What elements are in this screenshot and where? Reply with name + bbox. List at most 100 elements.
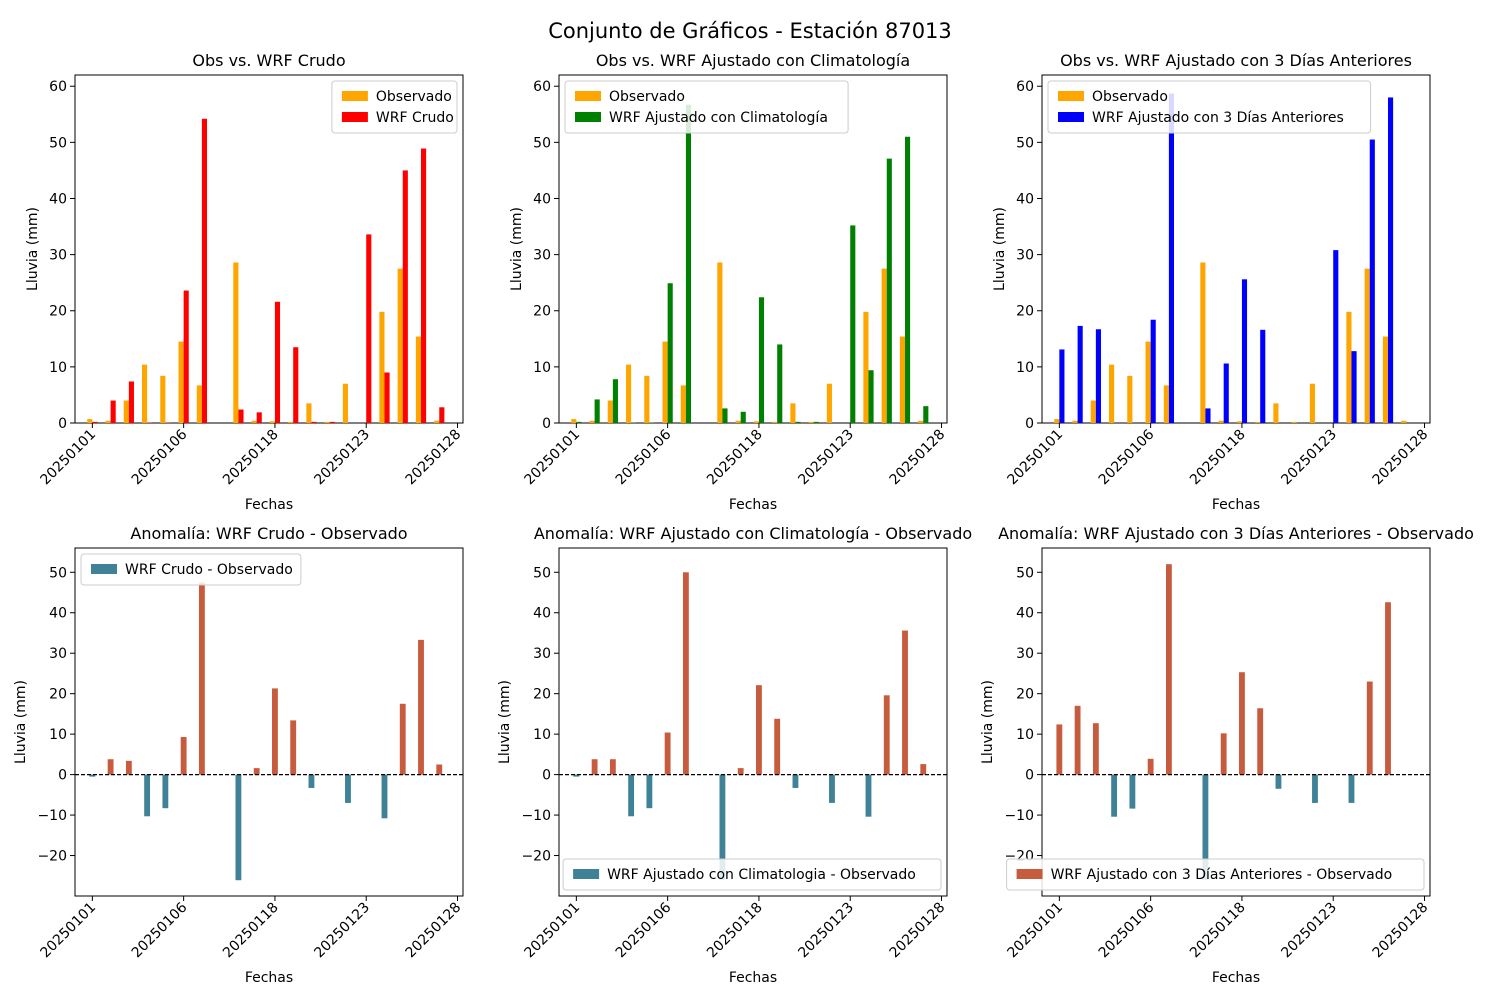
y-tick-label: 10 bbox=[533, 727, 551, 743]
x-axis-label: Fechas bbox=[245, 970, 293, 986]
bar-wrf bbox=[813, 421, 819, 423]
y-tick-label: −20 bbox=[37, 849, 67, 865]
y-tick-label: −10 bbox=[37, 808, 67, 824]
plot-frame bbox=[1041, 547, 1431, 897]
y-tick-label: 0 bbox=[58, 768, 67, 784]
bar-observed bbox=[288, 421, 294, 423]
subplot-title: Obs vs. WRF Ajustado con 3 Días Anterior… bbox=[1060, 51, 1412, 70]
anomaly-bar bbox=[290, 720, 297, 775]
anomaly-bar bbox=[235, 774, 242, 881]
y-axis-label: Lluvia (mm) bbox=[980, 680, 996, 764]
bar-wrf bbox=[722, 408, 728, 423]
y-tick-label: 60 bbox=[533, 79, 551, 95]
bar-observed bbox=[105, 420, 111, 423]
subplot-title: Obs vs. WRF Crudo bbox=[192, 51, 345, 70]
anomaly-bar bbox=[646, 774, 653, 809]
legend-swatch bbox=[1058, 91, 1084, 101]
y-tick-label: 0 bbox=[1025, 768, 1034, 784]
x-axis-label: Fechas bbox=[245, 497, 293, 513]
anomaly-bar bbox=[1129, 774, 1136, 809]
bar-observed bbox=[123, 400, 129, 423]
bar-wrf bbox=[576, 421, 582, 423]
anomaly-bar bbox=[628, 774, 635, 817]
bar-observed bbox=[1291, 421, 1297, 423]
bar-wrf bbox=[147, 422, 153, 423]
bar-wrf bbox=[238, 409, 244, 423]
anomaly-bar bbox=[418, 639, 424, 775]
bar-wrf bbox=[329, 421, 335, 423]
legend-swatch bbox=[1016, 869, 1043, 879]
x-axis-label: Fechas bbox=[1212, 970, 1260, 986]
x-tick-label: 20250123 bbox=[311, 427, 373, 489]
bar-wrf bbox=[758, 297, 765, 423]
anomaly-bar bbox=[1165, 564, 1172, 775]
y-tick-label: 10 bbox=[1016, 727, 1034, 743]
bar-observed bbox=[772, 421, 778, 423]
x-tick-label: 20250106 bbox=[129, 899, 191, 961]
x-tick-label: 20250123 bbox=[311, 900, 373, 962]
plot-frame bbox=[558, 547, 948, 897]
anomaly-bar bbox=[1202, 774, 1209, 880]
y-tick-label: 0 bbox=[542, 416, 551, 432]
bar-wrf bbox=[1095, 329, 1101, 423]
anomaly-bar bbox=[89, 774, 96, 777]
bar-wrf bbox=[649, 422, 655, 423]
legend-label: WRF Ajustado con 3 Días Anteriores - Obs… bbox=[1051, 867, 1393, 883]
x-tick-label: 20250101 bbox=[1004, 900, 1066, 962]
bar-observed bbox=[142, 364, 148, 423]
anomaly-bar bbox=[883, 695, 890, 775]
bar-observed bbox=[571, 419, 577, 423]
y-tick-label: 30 bbox=[1016, 646, 1034, 662]
bar-wrf bbox=[165, 422, 171, 423]
subplot-title: Anomalía: WRF Ajustado con 3 Días Anteri… bbox=[998, 524, 1474, 543]
anomaly-bar bbox=[1257, 708, 1264, 775]
bar-wrf bbox=[256, 412, 262, 423]
anomaly-bar bbox=[1111, 774, 1118, 817]
anomaly-bar bbox=[1385, 602, 1391, 775]
legend-label: Observado bbox=[376, 89, 452, 105]
bar-wrf bbox=[777, 344, 783, 423]
bar-wrf bbox=[631, 422, 637, 423]
bar-wrf bbox=[685, 104, 692, 424]
anomaly-bar bbox=[253, 768, 260, 775]
anomaly-bar bbox=[573, 774, 580, 777]
y-tick-label: 50 bbox=[1016, 565, 1034, 581]
anomaly-bar bbox=[609, 759, 616, 775]
bar-observed bbox=[1364, 268, 1370, 423]
y-tick-label: 50 bbox=[533, 135, 551, 151]
legend-label: WRF Ajustado con Climatología bbox=[609, 110, 828, 126]
x-tick-label: 20250106 bbox=[129, 426, 191, 488]
anomaly-bar bbox=[272, 688, 278, 775]
y-tick-label: 40 bbox=[1016, 606, 1034, 622]
x-tick-label: 20250123 bbox=[795, 900, 857, 962]
anomaly-bar bbox=[1092, 723, 1099, 775]
anomaly-bar bbox=[1239, 672, 1245, 775]
legend-box bbox=[1047, 80, 1372, 134]
bar-wrf bbox=[1260, 329, 1266, 423]
x-tick-label: 20250128 bbox=[887, 900, 949, 962]
y-tick-label: 60 bbox=[49, 79, 67, 95]
anomaly-bar bbox=[198, 582, 205, 775]
bar-observed bbox=[863, 311, 869, 423]
x-tick-label: 20250118 bbox=[1187, 900, 1249, 962]
anomaly-bar bbox=[144, 774, 151, 817]
bar-wrf bbox=[1205, 408, 1211, 423]
bar-observed bbox=[196, 385, 202, 423]
bar-observed bbox=[680, 385, 686, 423]
anomaly-bar bbox=[737, 768, 744, 775]
y-tick-label: 10 bbox=[1016, 360, 1034, 376]
bar-observed bbox=[324, 421, 330, 423]
legend-box bbox=[80, 553, 302, 586]
anomaly-bar bbox=[1074, 705, 1081, 775]
legend-swatch bbox=[573, 869, 600, 879]
bar-wrf bbox=[1388, 97, 1394, 424]
x-tick-label: 20250128 bbox=[1370, 427, 1432, 489]
bar-observed bbox=[1054, 419, 1060, 423]
y-tick-label: 60 bbox=[1016, 79, 1034, 95]
legend-label: Observado bbox=[609, 89, 685, 105]
x-tick-label: 20250128 bbox=[403, 900, 465, 962]
y-tick-label: 20 bbox=[49, 687, 67, 703]
bar-wrf bbox=[1150, 319, 1156, 423]
y-tick-label: 20 bbox=[533, 304, 551, 320]
anomaly-bar bbox=[436, 764, 443, 775]
